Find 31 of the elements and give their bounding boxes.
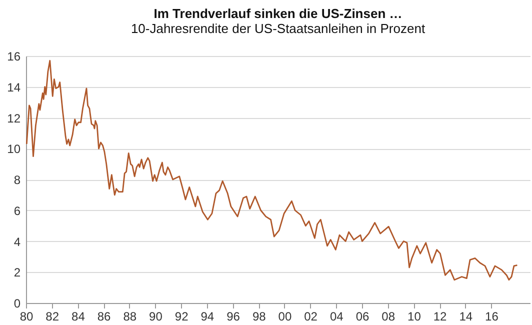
x-tick-label: 92 — [174, 310, 189, 324]
x-tick-label: 98 — [252, 310, 266, 324]
chart-subtitle: 10-Jahresrendite der US-Staatsanleihen in Prozent — [130, 21, 426, 36]
x-tick-label: 16 — [485, 310, 499, 324]
x-tick-label: 10 — [408, 310, 422, 324]
x-tick-label: 06 — [356, 310, 370, 324]
y-tick-label: 16 — [7, 50, 21, 64]
y-tick-label: 14 — [7, 80, 21, 94]
y-tick-label: 2 — [14, 266, 21, 280]
y-tick-label: 10 — [7, 142, 21, 156]
y-tick-label: 0 — [14, 296, 21, 310]
y-tick-label: 12 — [7, 111, 21, 126]
x-tick-label: 12 — [433, 310, 448, 324]
x-tick-label: 84 — [72, 310, 86, 324]
y-tick-label: 8 — [14, 173, 21, 187]
y-tick-label: 4 — [14, 234, 21, 249]
chart-title: Im Trendverlauf sinken die US-Zinsen … — [154, 6, 402, 21]
x-tick-label: 88 — [123, 310, 137, 324]
x-tick-label: 80 — [20, 310, 34, 324]
line-series — [26, 60, 518, 281]
y-tick-label: 6 — [14, 204, 21, 218]
x-tick-label: 14 — [459, 310, 473, 324]
x-tick-label: 86 — [97, 310, 112, 324]
x-tick-label: 94 — [200, 310, 214, 324]
x-tick-label: 82 — [46, 310, 60, 324]
x-tick-label: 02 — [304, 310, 318, 324]
x-tick-label: 90 — [149, 310, 163, 324]
x-tick-label: 04 — [330, 310, 344, 324]
x-tick-label: 00 — [278, 310, 292, 324]
x-tick-label: 08 — [382, 310, 396, 324]
x-tick-label: 96 — [226, 310, 240, 324]
